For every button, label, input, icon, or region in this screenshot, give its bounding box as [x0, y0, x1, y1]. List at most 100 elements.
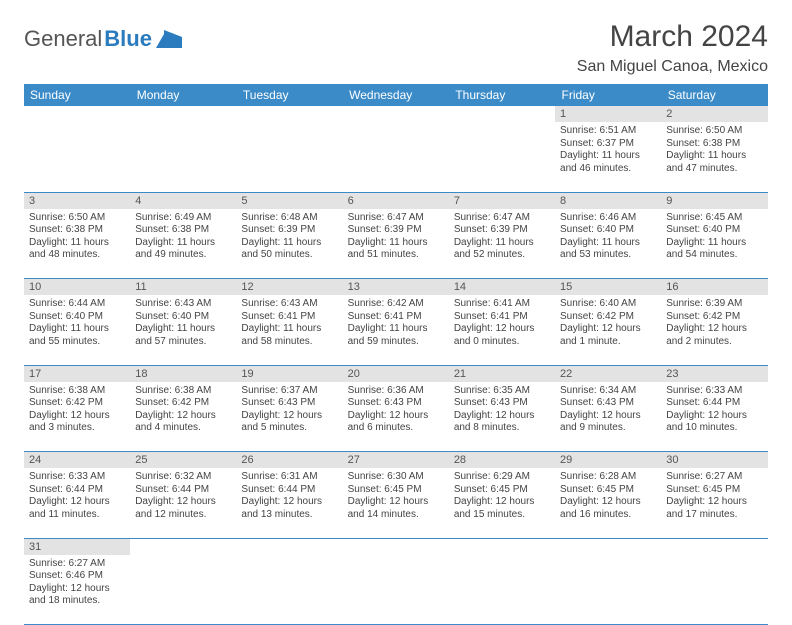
day-detail-text: Sunrise: 6:38 AMSunset: 6:42 PMDaylight:… — [29, 385, 125, 435]
day-detail-cell: Sunrise: 6:28 AMSunset: 6:45 PMDaylight:… — [555, 468, 661, 538]
day-detail-text: Sunrise: 6:36 AMSunset: 6:43 PMDaylight:… — [348, 385, 444, 435]
header-row: GeneralBlue March 2024 — [24, 20, 768, 54]
day-detail-cell — [555, 555, 661, 625]
day-number-cell — [661, 538, 767, 555]
day-number-cell: 8 — [555, 192, 661, 209]
day-detail-cell — [661, 555, 767, 625]
day-detail-text: Sunrise: 6:40 AMSunset: 6:42 PMDaylight:… — [560, 298, 656, 348]
day-number-cell: 13 — [343, 279, 449, 296]
page-subtitle: San Miguel Canoa, Mexico — [24, 58, 768, 76]
day-detail-cell: Sunrise: 6:36 AMSunset: 6:43 PMDaylight:… — [343, 382, 449, 452]
day-detail-text: Sunrise: 6:38 AMSunset: 6:42 PMDaylight:… — [135, 385, 231, 435]
day-detail-cell: Sunrise: 6:31 AMSunset: 6:44 PMDaylight:… — [236, 468, 342, 538]
day-number-cell: 6 — [343, 192, 449, 209]
day-detail-cell: Sunrise: 6:34 AMSunset: 6:43 PMDaylight:… — [555, 382, 661, 452]
day-detail-row: Sunrise: 6:27 AMSunset: 6:46 PMDaylight:… — [24, 555, 768, 625]
day-number-row: 31 — [24, 538, 768, 555]
day-number-cell: 26 — [236, 452, 342, 469]
day-number-cell: 30 — [661, 452, 767, 469]
day-number-row: 17181920212223 — [24, 365, 768, 382]
day-detail-cell: Sunrise: 6:49 AMSunset: 6:38 PMDaylight:… — [130, 209, 236, 279]
day-detail-row: Sunrise: 6:51 AMSunset: 6:37 PMDaylight:… — [24, 122, 768, 192]
calendar-table: SundayMondayTuesdayWednesdayThursdayFrid… — [24, 84, 768, 625]
day-number-cell: 15 — [555, 279, 661, 296]
weekday-header: Friday — [555, 84, 661, 106]
day-detail-cell: Sunrise: 6:51 AMSunset: 6:37 PMDaylight:… — [555, 122, 661, 192]
day-detail-cell: Sunrise: 6:38 AMSunset: 6:42 PMDaylight:… — [24, 382, 130, 452]
day-detail-text: Sunrise: 6:45 AMSunset: 6:40 PMDaylight:… — [666, 212, 762, 262]
logo-flag-icon — [156, 30, 182, 48]
day-detail-cell: Sunrise: 6:44 AMSunset: 6:40 PMDaylight:… — [24, 295, 130, 365]
day-detail-text: Sunrise: 6:44 AMSunset: 6:40 PMDaylight:… — [29, 298, 125, 348]
day-detail-text: Sunrise: 6:46 AMSunset: 6:40 PMDaylight:… — [560, 212, 656, 262]
day-detail-cell: Sunrise: 6:40 AMSunset: 6:42 PMDaylight:… — [555, 295, 661, 365]
weekday-header: Saturday — [661, 84, 767, 106]
day-detail-cell: Sunrise: 6:27 AMSunset: 6:45 PMDaylight:… — [661, 468, 767, 538]
weekday-header: Wednesday — [343, 84, 449, 106]
day-detail-cell: Sunrise: 6:35 AMSunset: 6:43 PMDaylight:… — [449, 382, 555, 452]
page-title: March 2024 — [610, 20, 768, 54]
day-number-cell: 21 — [449, 365, 555, 382]
day-detail-text: Sunrise: 6:27 AMSunset: 6:46 PMDaylight:… — [29, 558, 125, 608]
day-number-cell — [24, 106, 130, 122]
day-detail-text: Sunrise: 6:43 AMSunset: 6:40 PMDaylight:… — [135, 298, 231, 348]
day-number-row: 24252627282930 — [24, 452, 768, 469]
day-number-cell: 18 — [130, 365, 236, 382]
day-number-cell: 2 — [661, 106, 767, 122]
day-detail-cell: Sunrise: 6:50 AMSunset: 6:38 PMDaylight:… — [661, 122, 767, 192]
day-detail-cell — [130, 122, 236, 192]
logo-text-blue: Blue — [104, 26, 152, 52]
day-detail-cell — [130, 555, 236, 625]
day-number-row: 10111213141516 — [24, 279, 768, 296]
day-detail-row: Sunrise: 6:33 AMSunset: 6:44 PMDaylight:… — [24, 468, 768, 538]
day-detail-row: Sunrise: 6:38 AMSunset: 6:42 PMDaylight:… — [24, 382, 768, 452]
day-detail-cell: Sunrise: 6:37 AMSunset: 6:43 PMDaylight:… — [236, 382, 342, 452]
day-detail-text: Sunrise: 6:41 AMSunset: 6:41 PMDaylight:… — [454, 298, 550, 348]
day-detail-text: Sunrise: 6:39 AMSunset: 6:42 PMDaylight:… — [666, 298, 762, 348]
day-detail-cell — [449, 122, 555, 192]
day-detail-text: Sunrise: 6:29 AMSunset: 6:45 PMDaylight:… — [454, 471, 550, 521]
weekday-header: Monday — [130, 84, 236, 106]
day-detail-cell: Sunrise: 6:39 AMSunset: 6:42 PMDaylight:… — [661, 295, 767, 365]
day-detail-cell — [236, 122, 342, 192]
day-number-cell: 11 — [130, 279, 236, 296]
day-detail-cell: Sunrise: 6:43 AMSunset: 6:41 PMDaylight:… — [236, 295, 342, 365]
day-number-cell: 28 — [449, 452, 555, 469]
day-detail-text: Sunrise: 6:37 AMSunset: 6:43 PMDaylight:… — [241, 385, 337, 435]
day-detail-text: Sunrise: 6:47 AMSunset: 6:39 PMDaylight:… — [348, 212, 444, 262]
day-detail-text: Sunrise: 6:50 AMSunset: 6:38 PMDaylight:… — [29, 212, 125, 262]
day-detail-row: Sunrise: 6:44 AMSunset: 6:40 PMDaylight:… — [24, 295, 768, 365]
day-detail-text: Sunrise: 6:48 AMSunset: 6:39 PMDaylight:… — [241, 212, 337, 262]
day-detail-cell: Sunrise: 6:46 AMSunset: 6:40 PMDaylight:… — [555, 209, 661, 279]
day-number-cell: 7 — [449, 192, 555, 209]
day-number-cell: 10 — [24, 279, 130, 296]
day-number-row: 3456789 — [24, 192, 768, 209]
day-number-cell — [236, 538, 342, 555]
day-number-cell — [130, 106, 236, 122]
day-detail-text: Sunrise: 6:42 AMSunset: 6:41 PMDaylight:… — [348, 298, 444, 348]
day-number-cell: 25 — [130, 452, 236, 469]
day-detail-text: Sunrise: 6:47 AMSunset: 6:39 PMDaylight:… — [454, 212, 550, 262]
day-detail-cell: Sunrise: 6:45 AMSunset: 6:40 PMDaylight:… — [661, 209, 767, 279]
day-detail-text: Sunrise: 6:51 AMSunset: 6:37 PMDaylight:… — [560, 125, 656, 175]
day-detail-text: Sunrise: 6:43 AMSunset: 6:41 PMDaylight:… — [241, 298, 337, 348]
day-number-cell — [449, 538, 555, 555]
day-number-cell: 22 — [555, 365, 661, 382]
weekday-header: Sunday — [24, 84, 130, 106]
day-number-cell: 17 — [24, 365, 130, 382]
day-number-cell — [343, 538, 449, 555]
day-detail-cell: Sunrise: 6:38 AMSunset: 6:42 PMDaylight:… — [130, 382, 236, 452]
day-detail-cell: Sunrise: 6:47 AMSunset: 6:39 PMDaylight:… — [449, 209, 555, 279]
day-number-cell: 5 — [236, 192, 342, 209]
day-detail-text: Sunrise: 6:49 AMSunset: 6:38 PMDaylight:… — [135, 212, 231, 262]
day-detail-text: Sunrise: 6:34 AMSunset: 6:43 PMDaylight:… — [560, 385, 656, 435]
day-detail-text: Sunrise: 6:35 AMSunset: 6:43 PMDaylight:… — [454, 385, 550, 435]
day-detail-text: Sunrise: 6:28 AMSunset: 6:45 PMDaylight:… — [560, 471, 656, 521]
day-detail-text: Sunrise: 6:32 AMSunset: 6:44 PMDaylight:… — [135, 471, 231, 521]
day-number-cell — [343, 106, 449, 122]
day-detail-cell: Sunrise: 6:41 AMSunset: 6:41 PMDaylight:… — [449, 295, 555, 365]
day-number-cell — [236, 106, 342, 122]
day-detail-cell: Sunrise: 6:29 AMSunset: 6:45 PMDaylight:… — [449, 468, 555, 538]
day-detail-cell — [236, 555, 342, 625]
day-detail-text: Sunrise: 6:31 AMSunset: 6:44 PMDaylight:… — [241, 471, 337, 521]
